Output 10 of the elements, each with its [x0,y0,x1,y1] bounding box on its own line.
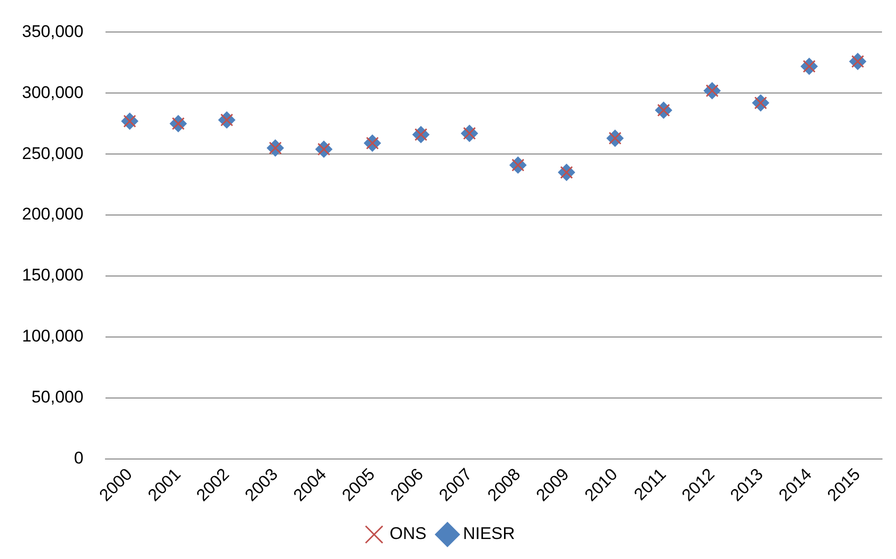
y-tick-label: 350,000 [22,22,84,41]
y-tick-label: 250,000 [22,144,84,163]
y-tick-label: 300,000 [22,82,84,102]
y-tick-label: 100,000 [22,326,84,346]
y-tick-label: 0 [74,448,84,468]
y-tick-label: 150,000 [22,266,84,285]
legend-label: NIESR [462,524,515,544]
y-tick-label: 200,000 [22,204,84,224]
y-tick-label: 50,000 [31,388,84,407]
legend-label: ONS [390,524,426,544]
